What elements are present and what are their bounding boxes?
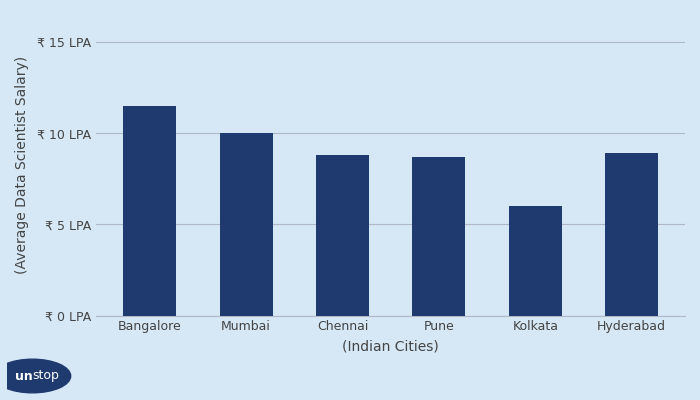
Bar: [316, 155, 369, 316]
Text: stop: stop: [32, 370, 60, 382]
Text: un: un: [15, 370, 32, 382]
Y-axis label: (Average Data Scientist Salary): (Average Data Scientist Salary): [15, 56, 29, 274]
Bar: [509, 206, 562, 316]
Bar: [220, 134, 272, 316]
X-axis label: (Indian Cities): (Indian Cities): [342, 339, 439, 353]
Bar: [123, 106, 176, 316]
Bar: [412, 157, 466, 316]
Circle shape: [0, 359, 71, 393]
Bar: [606, 154, 658, 316]
